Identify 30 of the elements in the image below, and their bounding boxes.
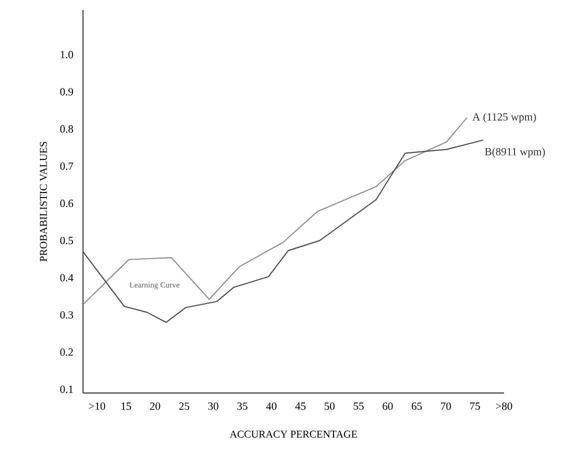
y-tick-label: 0.4 — [60, 274, 74, 282]
x-axis-title: ACCURACY PERCENTAGE — [230, 430, 357, 438]
series-label: A (1125 wpm) — [472, 112, 536, 123]
x-tick-label: 40 — [266, 402, 276, 410]
y-tick-label: 0.7 — [60, 162, 74, 170]
x-tick-label: 15 — [122, 402, 132, 410]
x-tick-label: 45 — [295, 402, 306, 410]
y-tick-label: 0.2 — [60, 348, 73, 356]
line-series — [82, 117, 468, 306]
y-axis-title: PROBABILISTIC VALUES — [40, 142, 47, 262]
x-tick-label: 60 — [382, 402, 393, 410]
y-tick-label: 0.5 — [60, 236, 74, 244]
y-tick-label: 1.0 — [60, 50, 74, 58]
series-label: B(8911 wpm) — [484, 148, 545, 158]
x-tick-label: 75 — [470, 402, 480, 410]
x-tick-label: 20 — [150, 402, 160, 410]
x-tick-label: 70 — [441, 402, 451, 410]
y-tick-label: 0.9 — [60, 88, 74, 96]
x-tick-label: 30 — [208, 402, 218, 410]
y-tick-label: 0.3 — [60, 311, 74, 319]
x-tick-label: 65 — [412, 402, 422, 410]
x-tick-label: 55 — [354, 402, 364, 410]
x-tick-label: 35 — [237, 402, 248, 410]
y-tick-label: 0.1 — [60, 386, 73, 394]
x-tick-label: 50 — [324, 402, 335, 410]
x-tick-label: >80 — [496, 402, 512, 410]
x-tick-label: 25 — [179, 402, 190, 410]
x-tick-label: >10 — [88, 402, 106, 410]
y-tick-label: 0.8 — [60, 125, 74, 133]
y-tick-label: 0.6 — [60, 200, 74, 208]
